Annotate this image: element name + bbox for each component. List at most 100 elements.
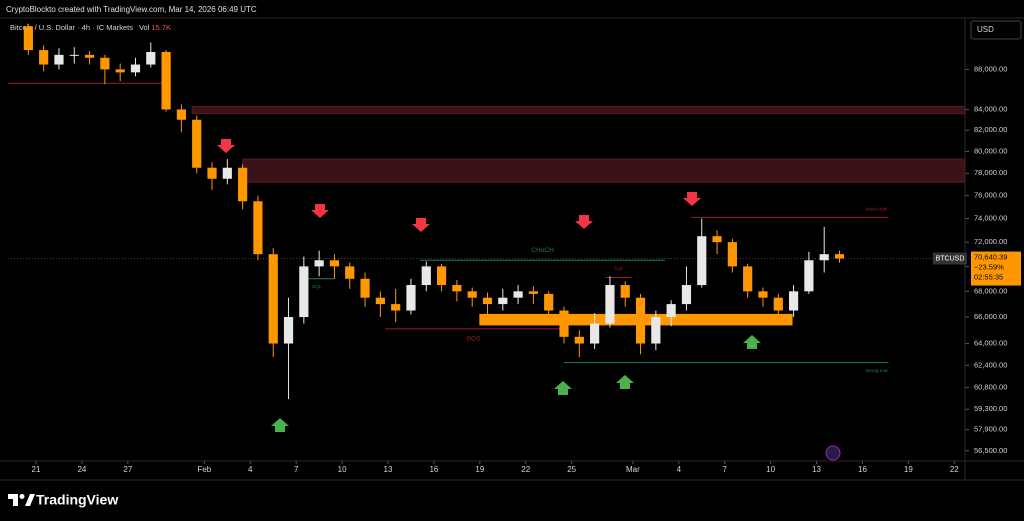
y-tick-label: 68,000.00: [974, 286, 1007, 295]
candle-body: [345, 266, 355, 279]
candle-body: [146, 51, 156, 65]
x-tick-label: 13: [812, 465, 821, 474]
candle-body: [130, 64, 141, 73]
x-tick-label: 10: [338, 465, 347, 474]
candle-body: [329, 260, 340, 267]
candle-body: [513, 291, 523, 298]
level-label: CHoCH: [531, 247, 554, 254]
candle-body: [54, 54, 64, 65]
candle-body: [590, 323, 600, 344]
logo-mark: [19, 494, 25, 499]
x-tick-label: 22: [950, 465, 959, 474]
candle-body: [406, 285, 416, 311]
chart-title: Bitcoin / U.S. Dollar · 4h · IC Markets: [10, 23, 133, 32]
candle-body: [436, 266, 447, 286]
x-tick-label: 19: [904, 465, 913, 474]
candle-body: [360, 278, 370, 298]
candle-body: [666, 304, 676, 318]
plot: Weak High Strong Low CHoCH BOS EQL TOP: [8, 23, 966, 400]
volume-value: 15.7K: [151, 23, 171, 32]
candle-body: [283, 317, 294, 344]
x-tick-label: 19: [475, 465, 484, 474]
x-tick-label: 7: [722, 465, 727, 474]
candle-body: [452, 285, 462, 292]
candle-body: [651, 317, 661, 344]
candle-body: [804, 260, 814, 292]
candle-body: [528, 291, 539, 294]
x-tick-label: 21: [32, 465, 41, 474]
level-label: Weak High: [866, 207, 888, 212]
y-tick-label: 62,400.00: [974, 360, 1007, 369]
candle-body: [253, 201, 263, 255]
up-arrow: [616, 375, 634, 389]
down-arrow: [311, 204, 329, 218]
candle-body: [84, 54, 95, 58]
y-tick-label: 74,000.00: [974, 214, 1007, 223]
candle-body: [773, 297, 783, 311]
candle-body: [788, 291, 799, 311]
y-tick-label: 60,800.00: [974, 383, 1007, 392]
level-label: BOS: [467, 336, 481, 343]
zone: [191, 105, 966, 115]
y-tick-label: 88,000.00: [974, 64, 1007, 73]
y-tick-label: 59,300.00: [974, 404, 1007, 413]
candle-body: [712, 236, 722, 243]
candle-body: [375, 297, 385, 305]
x-tick-label: 4: [677, 465, 682, 474]
candle-body: [681, 285, 692, 305]
x-tick-label: 10: [766, 465, 775, 474]
x-tick-label: 13: [384, 465, 393, 474]
candle-body: [207, 167, 217, 179]
candle-body: [482, 297, 493, 305]
candle-body: [268, 254, 278, 344]
change: −23.59%: [974, 263, 1004, 272]
logo: TradingView: [8, 492, 118, 508]
currency-box[interactable]: [970, 20, 1022, 40]
arrows: [217, 139, 761, 432]
down-arrow: [683, 192, 701, 206]
level-label: TOP: [614, 267, 623, 272]
candle-body: [314, 260, 324, 267]
candle-body: [222, 167, 232, 179]
y-tick-label: 78,000.00: [974, 168, 1007, 177]
up-arrow: [554, 381, 572, 395]
currency[interactable]: USD: [977, 25, 994, 34]
candle-body: [605, 285, 615, 324]
widget-icon[interactable]: [825, 445, 841, 461]
candle-body: [834, 254, 845, 259]
y-tick-label: 64,000.00: [974, 339, 1007, 348]
candle-body: [69, 54, 79, 56]
y-tick-label: 76,000.00: [974, 191, 1007, 200]
candle-body: [176, 109, 186, 120]
candle-body: [23, 26, 33, 51]
candle-body: [559, 310, 569, 337]
candle-body: [238, 167, 248, 202]
x-tick-label: Feb: [197, 465, 211, 474]
y-tick-label: 72,000.00: [974, 237, 1007, 246]
y-tick-label: 84,000.00: [974, 104, 1007, 113]
volume-label: Vol: [139, 23, 150, 32]
price-box: [971, 251, 1021, 286]
brand: TradingView: [36, 492, 118, 508]
symbol: BTCUSD: [936, 255, 965, 262]
x-tick-label: 4: [248, 465, 253, 474]
candle-body: [758, 291, 768, 298]
x-tick-label: 27: [123, 465, 132, 474]
candle-body: [819, 254, 829, 261]
x-tick-label: 24: [77, 465, 86, 474]
symbol-box: [933, 252, 967, 265]
candle-body: [391, 304, 401, 311]
candle-body: [727, 242, 737, 267]
last-price: 70,640.39: [974, 253, 1007, 262]
logo-mark: [8, 494, 18, 506]
zone: [242, 158, 966, 183]
candle-body: [421, 266, 431, 286]
candle-body: [299, 266, 309, 318]
candle-body: [161, 51, 171, 110]
down-arrow: [412, 218, 430, 232]
candle-body: [100, 57, 110, 70]
candle-body: [467, 291, 477, 298]
candle-body: [574, 336, 584, 344]
